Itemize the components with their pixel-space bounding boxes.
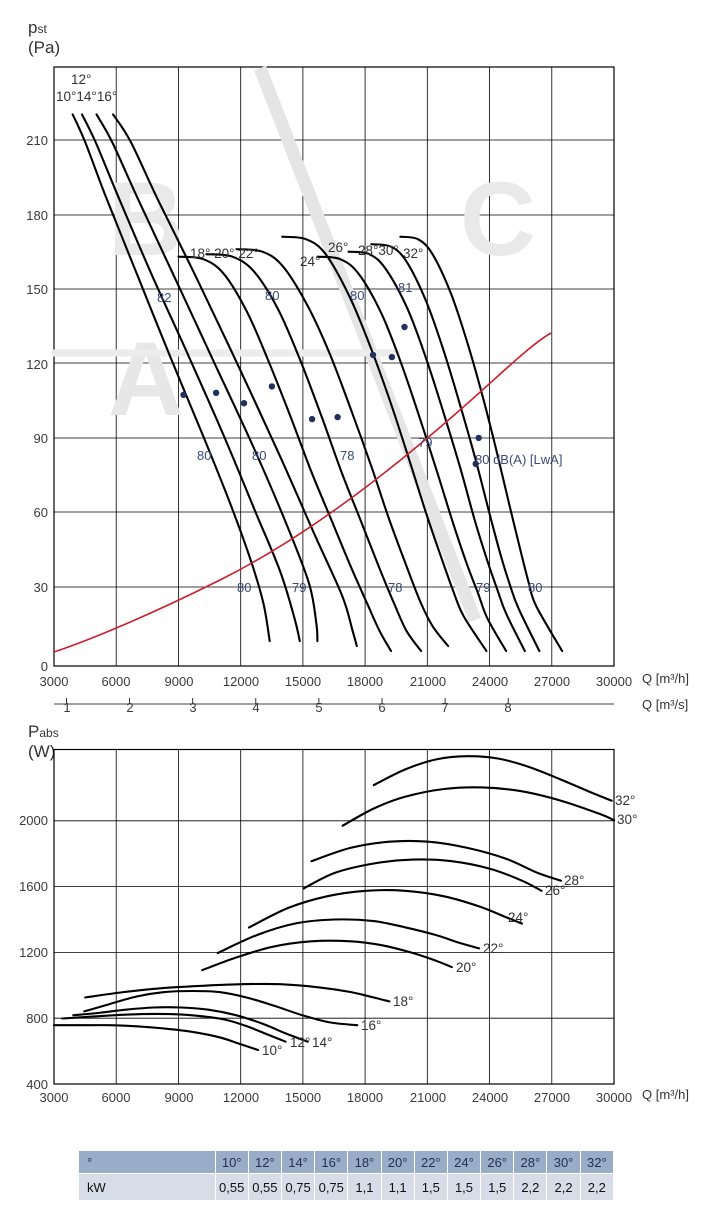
svg-text:24°: 24° (508, 910, 528, 925)
svg-text:32°: 32° (615, 793, 635, 808)
svg-text:28°: 28° (564, 873, 584, 888)
svg-text:30°: 30° (617, 812, 637, 827)
svg-text:26°: 26° (545, 883, 565, 898)
svg-text:16°: 16° (361, 1018, 381, 1033)
svg-text:22°: 22° (483, 941, 503, 956)
svg-text:12°: 12° (290, 1035, 310, 1050)
svg-text:14°: 14° (312, 1035, 332, 1050)
svg-text:10°: 10° (262, 1043, 282, 1058)
svg-text:18°: 18° (393, 994, 413, 1009)
svg-text:20°: 20° (456, 960, 476, 975)
